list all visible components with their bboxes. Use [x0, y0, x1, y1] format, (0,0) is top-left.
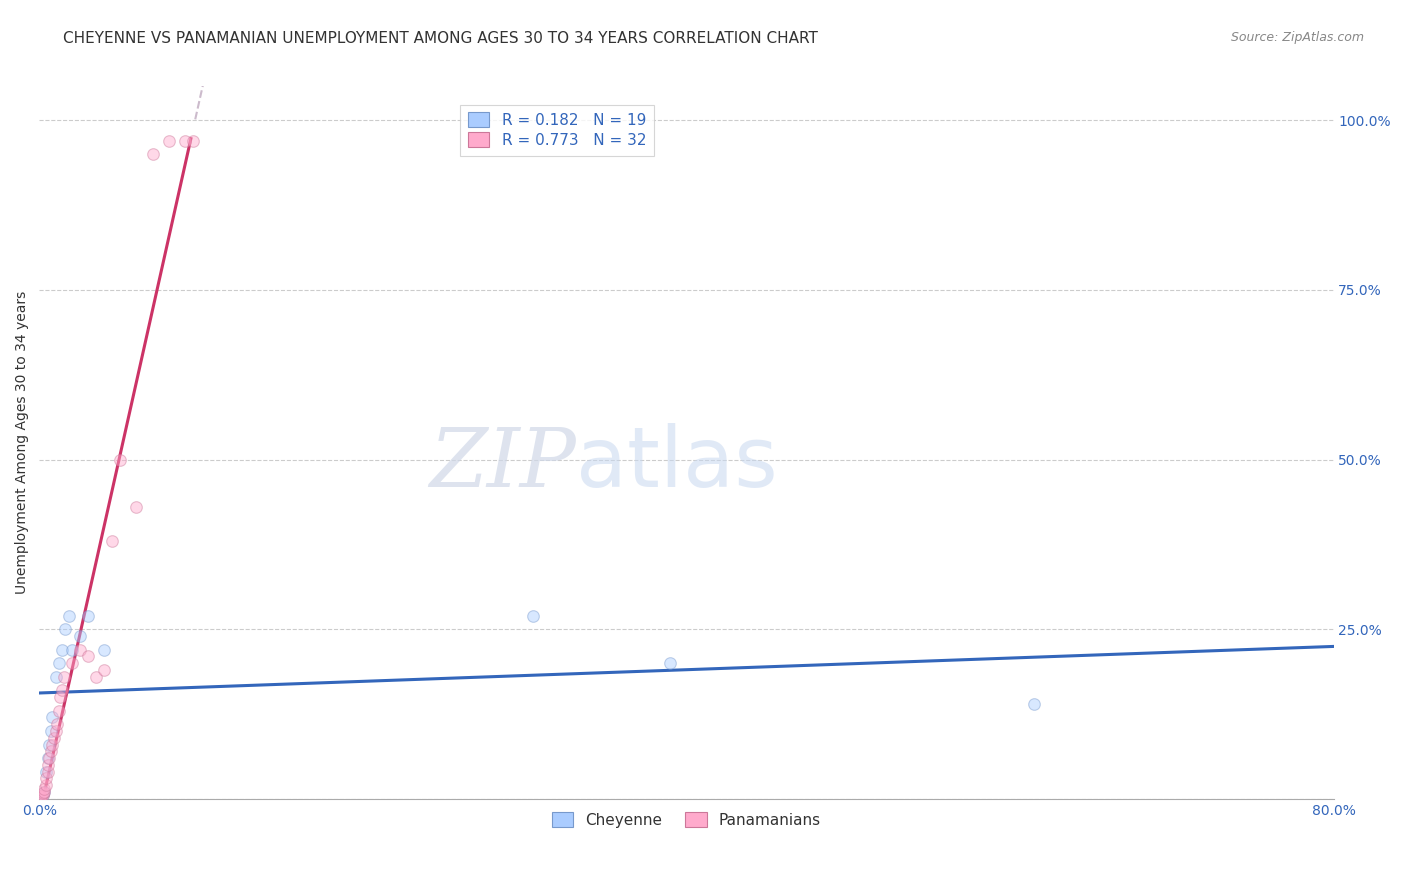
- Point: [39, 744, 62, 758]
- Point: [37, 758, 59, 772]
- Point: [42, 731, 65, 745]
- Point: [49, 690, 72, 704]
- Point: [110, 452, 132, 467]
- Point: [51, 642, 73, 657]
- Point: [46, 717, 69, 731]
- Point: [30, 789, 52, 804]
- Point: [38, 751, 60, 765]
- Point: [157, 134, 180, 148]
- Point: [35, 778, 58, 792]
- Point: [31, 786, 53, 800]
- Point: [174, 134, 197, 148]
- Text: Source: ZipAtlas.com: Source: ZipAtlas.com: [1230, 31, 1364, 45]
- Point: [35, 772, 58, 786]
- Text: atlas: atlas: [576, 424, 778, 505]
- Point: [31, 789, 53, 803]
- Point: [60, 642, 83, 657]
- Point: [38, 738, 60, 752]
- Point: [52, 670, 75, 684]
- Point: [93, 642, 115, 657]
- Point: [77, 649, 100, 664]
- Point: [37, 751, 59, 765]
- Point: [51, 683, 73, 698]
- Point: [32, 785, 55, 799]
- Point: [659, 656, 682, 670]
- Point: [35, 764, 58, 779]
- Point: [41, 710, 63, 724]
- Point: [142, 147, 165, 161]
- Point: [32, 781, 55, 796]
- Point: [77, 608, 100, 623]
- Point: [1024, 697, 1046, 711]
- Point: [181, 134, 204, 148]
- Point: [53, 622, 76, 636]
- Point: [69, 629, 91, 643]
- Text: ZIP: ZIP: [430, 424, 576, 504]
- Point: [48, 656, 70, 670]
- Point: [69, 642, 91, 657]
- Point: [125, 500, 148, 514]
- Point: [101, 533, 124, 548]
- Text: CHEYENNE VS PANAMANIAN UNEMPLOYMENT AMONG AGES 30 TO 34 YEARS CORRELATION CHART: CHEYENNE VS PANAMANIAN UNEMPLOYMENT AMON…: [63, 31, 818, 46]
- Point: [30, 790, 52, 805]
- Point: [41, 738, 63, 752]
- Point: [48, 704, 70, 718]
- Point: [37, 764, 59, 779]
- Point: [39, 723, 62, 738]
- Point: [32, 785, 55, 799]
- Point: [60, 656, 83, 670]
- Point: [522, 608, 544, 623]
- Y-axis label: Unemployment Among Ages 30 to 34 years: Unemployment Among Ages 30 to 34 years: [15, 291, 30, 594]
- Legend: Cheyenne, Panamanians: Cheyenne, Panamanians: [546, 806, 827, 834]
- Point: [31, 789, 53, 803]
- Point: [45, 723, 67, 738]
- Point: [84, 670, 107, 684]
- Point: [58, 608, 80, 623]
- Point: [45, 670, 67, 684]
- Point: [93, 663, 115, 677]
